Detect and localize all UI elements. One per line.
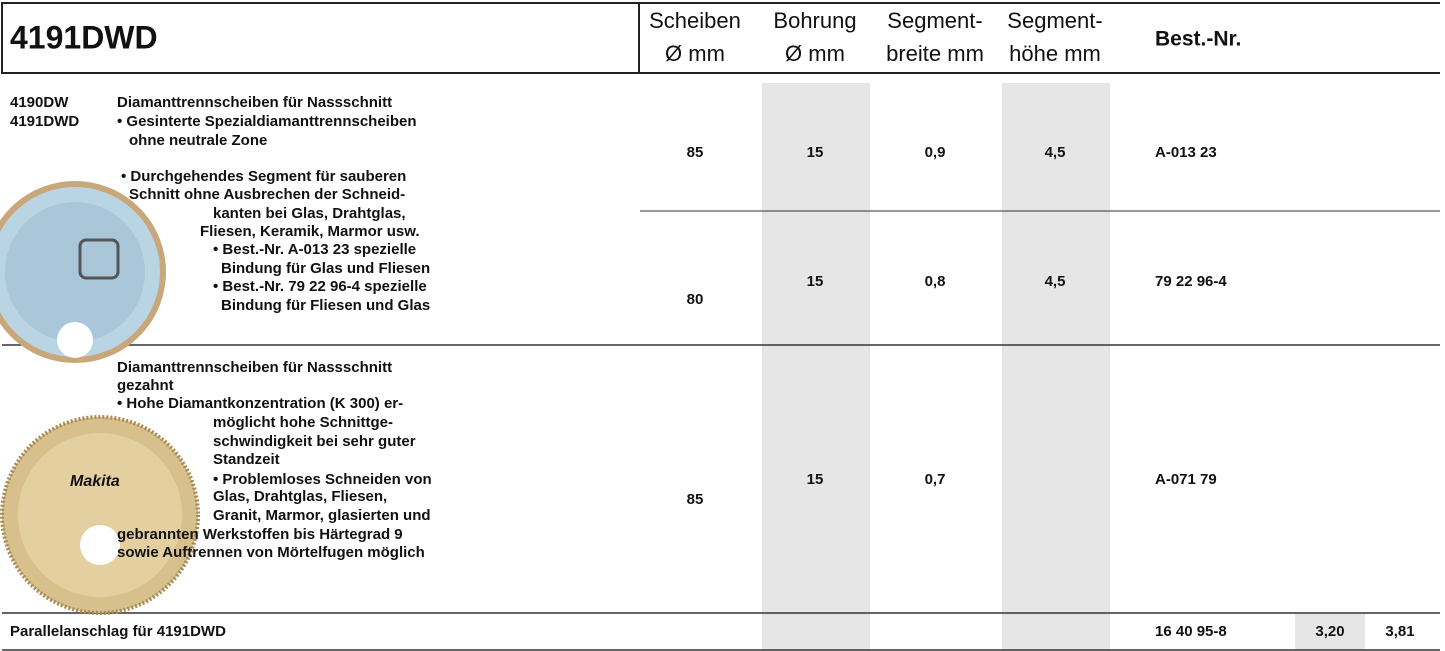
column-header: Segment- [1007,8,1102,33]
description-line: Glas, Drahtglas, Fliesen, [213,488,387,505]
column-header: Best.-Nr. [1155,28,1241,51]
cell: 85 [687,144,704,161]
column-header: Segment- [887,8,982,33]
title-box [1,2,640,74]
title: 4191DWD [10,19,158,55]
blade-image [0,181,166,363]
description-line: Diamanttrennscheiben für Nassschnitt [117,94,392,111]
description-line: Bindung für Glas und Fliesen [221,260,430,277]
column-header: Scheiben [649,8,741,33]
description-line: gebrannten Werkstoffen bis Härtegrad 9 [117,526,403,543]
cell: 3,20 [1315,623,1344,640]
model: 4190DW [10,94,69,111]
cell: 85 [687,491,704,508]
column-header: höhe mm [1009,41,1101,66]
cell: 3,81 [1385,623,1414,640]
cell: 4,5 [1045,273,1066,290]
description-line: • Gesinterte Spezialdiamanttrennscheiben [117,113,417,130]
description-line: Bindung für Fliesen und Glas [221,297,430,314]
cell: 80 [687,291,704,308]
description-line: gezahnt [117,377,174,394]
cell-shade [1295,614,1365,650]
cell: 15 [807,273,824,290]
description-line: möglicht hohe Schnittge- [213,414,393,431]
description-line: schwindigkeit bei sehr guter [213,433,416,450]
description-line: Schnitt ohne Ausbrechen der Schneid- [129,186,405,203]
blade-image: Makita [0,415,200,615]
model: 4191DWD [10,113,79,130]
cell: 4,5 [1045,144,1066,161]
cell: 79 22 96-4 [1155,273,1227,290]
description-line: Diamanttrennscheiben für Nassschnitt [117,359,392,376]
cell: A-071 79 [1155,471,1217,488]
column-shade [1002,83,1110,651]
description-line: Fliesen, Keramik, Marmor usw. [200,223,420,240]
description-line: ohne neutrale Zone [129,132,267,149]
description-line: • Durchgehendes Segment für sauberen [121,168,406,185]
logo-text: Makita [70,473,120,490]
description-line: kanten bei Glas, Drahtglas, [213,205,406,222]
column-header: breite mm [886,41,984,66]
description-line: Standzeit [213,451,280,468]
column-header: Ø mm [785,41,845,66]
column-shade [762,83,870,651]
cell: 0,8 [925,273,946,290]
description-line: • Best.-Nr. A-013 23 spezielle [213,241,416,258]
column-header: Ø mm [665,41,725,66]
description-line: • Problemloses Schneiden von [213,471,432,488]
cell: A-013 23 [1155,144,1217,161]
accessory-label: Parallelanschlag für 4191DWD [10,623,226,640]
description-line: • Best.-Nr. 79 22 96-4 spezielle [213,278,427,295]
cell: 15 [807,471,824,488]
description-line: Granit, Marmor, glasierten und [213,507,431,524]
cell: 15 [807,144,824,161]
description-line: sowie Auftrennen von Mörtelfugen möglich [117,544,425,561]
description-line: • Hohe Diamantkonzentration (K 300) er- [117,395,403,412]
cell: 0,7 [925,471,946,488]
column-header: Bohrung [773,8,856,33]
cell: 0,9 [925,144,946,161]
cell: 16 40 95-8 [1155,623,1227,640]
